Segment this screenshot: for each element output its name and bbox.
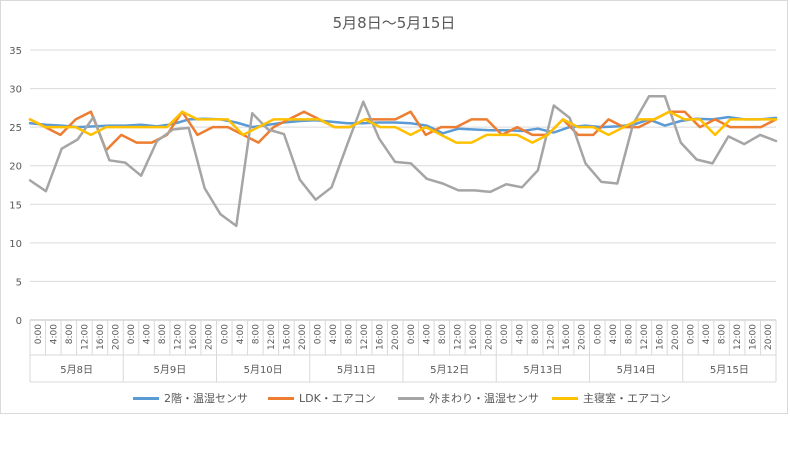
x-tick-label: 4:00 [702, 324, 712, 344]
legend-item: 主寝室・エアコン [552, 390, 671, 406]
y-tick-label: 0 [16, 316, 22, 327]
legend-label: LDK・エアコン [299, 392, 376, 405]
day-label: 5月11日 [337, 364, 376, 376]
day-label: 5月15日 [710, 364, 749, 376]
y-tick-label: 5 [16, 277, 22, 288]
day-label: 5月14日 [617, 364, 656, 376]
x-tick-label: 8:00 [531, 324, 541, 344]
day-label: 5月9日 [154, 364, 187, 376]
legend-item: LDK・エアコン [268, 390, 376, 406]
series-line [28, 95, 778, 228]
x-tick-label: 4:00 [516, 324, 526, 344]
x-tick-label: 16:00 [655, 324, 665, 350]
chart-title: 5月8日～5月15日 [332, 14, 456, 32]
x-tick-label: 0:00 [127, 324, 137, 344]
day-label: 5月10日 [244, 364, 283, 376]
day-label: 5月12日 [430, 364, 469, 376]
legend: 2階・温湿センサ LDK・エアコン 外まわり・温湿センサ 主寝室・エアコン [0, 390, 788, 406]
legend-label: 主寝室・エアコン [583, 392, 671, 405]
y-tick-label: 15 [9, 200, 22, 211]
y-tick-label: 20 [9, 162, 22, 173]
day-label: 5月8日 [60, 364, 93, 376]
x-tick-label: 12:00 [360, 324, 370, 350]
x-tick-label: 16:00 [282, 324, 292, 350]
gridlines [30, 49, 776, 321]
series-line [28, 110, 778, 144]
x-tick-label: 8:00 [251, 324, 261, 344]
x-tick-label: 16:00 [376, 324, 386, 350]
x-tick-label: 0:00 [220, 324, 230, 344]
x-tick-label: 8:00 [624, 324, 634, 344]
x-tick-label: 8:00 [438, 324, 448, 344]
x-tick-label: 16:00 [469, 324, 479, 350]
series-line [28, 110, 778, 152]
y-axis: 0 5 10 15 20 25 30 35 [9, 46, 22, 327]
series-lines [28, 95, 778, 228]
x-tick-label: 0:00 [500, 324, 510, 344]
x-tick-label: 4:00 [49, 324, 59, 344]
x-tick-label: 20:00 [671, 324, 681, 350]
x-tick-label: 12:00 [733, 324, 743, 350]
x-tick-label: 0:00 [593, 324, 603, 344]
x-tick-label: 0:00 [407, 324, 417, 344]
x-tick-label: 8:00 [718, 324, 728, 344]
x-tick-label: 16:00 [749, 324, 759, 350]
x-tick-label: 16:00 [562, 324, 572, 350]
legend-swatch [552, 396, 578, 400]
x-tick-label: 20:00 [578, 324, 588, 350]
x-tick-label: 8:00 [158, 324, 168, 344]
x-tick-label: 0:00 [314, 324, 324, 344]
x-axis: 0:00 4:00 8:00 12:00 16:00 20:00 0:00 4:00 8:00 1… [29, 320, 777, 383]
x-tick-label: 12:00 [547, 324, 557, 350]
x-tick-label: 4:00 [422, 324, 432, 344]
legend-label: 2階・温湿センサ [164, 392, 248, 405]
y-tick-label: 35 [9, 46, 22, 57]
x-tick-label: 0:00 [34, 324, 44, 344]
x-tick-label: 20:00 [205, 324, 215, 350]
x-tick-label: 12:00 [453, 324, 463, 350]
y-tick-label: 25 [9, 123, 22, 134]
legend-swatch [133, 396, 159, 400]
legend-item: 外まわり・温湿センサ [398, 390, 539, 406]
x-tick-label: 8:00 [65, 324, 75, 344]
x-tick-label: 4:00 [609, 324, 619, 344]
legend-label: 外まわり・温湿センサ [429, 392, 539, 405]
x-tick-label: 20:00 [298, 324, 308, 350]
line-chart: 0 5 10 15 20 25 30 35 0:00 4:00 8:00 12:00 16:00 20:… [9, 46, 778, 383]
day-label: 5月13日 [523, 364, 562, 376]
x-tick-label: 16:00 [189, 324, 199, 350]
x-tick-label: 4:00 [329, 324, 339, 344]
x-tick-label: 0:00 [687, 324, 697, 344]
x-tick-label: 12:00 [174, 324, 184, 350]
x-tick-label: 4:00 [143, 324, 153, 344]
x-tick-label: 20:00 [391, 324, 401, 350]
x-tick-label: 12:00 [80, 324, 90, 350]
y-tick-label: 10 [9, 239, 22, 250]
x-tick-label: 4:00 [236, 324, 246, 344]
legend-swatch [398, 396, 424, 400]
x-tick-label: 20:00 [484, 324, 494, 350]
x-tick-label: 12:00 [640, 324, 650, 350]
y-tick-label: 30 [9, 85, 22, 96]
x-tick-label: 8:00 [345, 324, 355, 344]
x-tick-label: 20:00 [764, 324, 774, 350]
x-tick-label: 20:00 [111, 324, 121, 350]
legend-item: 2階・温湿センサ [133, 390, 248, 406]
chart-frame [0, 0, 788, 414]
x-tick-label: 12:00 [267, 324, 277, 350]
x-tick-label: 16:00 [96, 324, 106, 350]
legend-swatch [268, 396, 294, 400]
